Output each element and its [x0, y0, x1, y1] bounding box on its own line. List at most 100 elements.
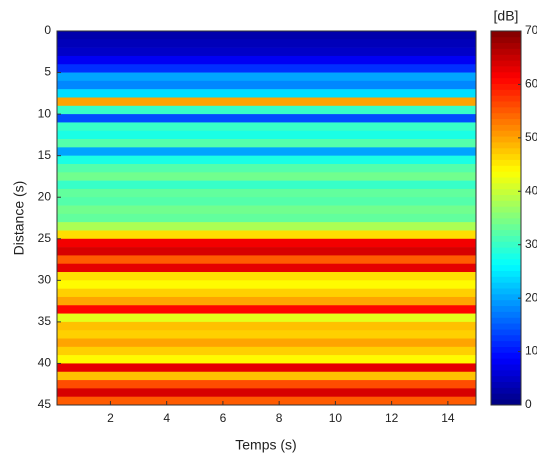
- colorbar-tick-label: 20: [525, 290, 537, 304]
- heatmap-cell: [57, 147, 476, 156]
- y-axis-label: Distance (s): [11, 181, 27, 256]
- colorbar-swatch: [491, 381, 521, 388]
- colorbar-swatch: [491, 48, 521, 55]
- heatmap-cell: [57, 180, 476, 190]
- x-tick-label: 10: [329, 411, 343, 425]
- heatmap-cell: [57, 172, 476, 181]
- heatmap-cell: [57, 380, 476, 389]
- colorbar-label: [dB]: [494, 8, 519, 24]
- colorbar-swatch: [491, 288, 521, 295]
- x-tick-label: 8: [276, 411, 283, 425]
- x-tick-label: 6: [220, 411, 227, 425]
- colorbar-swatch: [491, 270, 521, 277]
- colorbar-swatch: [491, 393, 521, 400]
- heatmap-cell: [57, 188, 476, 198]
- colorbar-swatch: [491, 206, 521, 213]
- colorbar-swatch: [491, 177, 521, 184]
- colorbar-swatch: [491, 106, 521, 114]
- heatmap-cell: [57, 31, 476, 40]
- colorbar-swatch: [491, 241, 521, 248]
- colorbar-swatch: [491, 142, 521, 149]
- heatmap-cell: [57, 139, 476, 148]
- colorbar-swatch: [491, 136, 521, 143]
- y-tick-label: 35: [38, 314, 52, 328]
- heatmap-cell: [57, 122, 476, 132]
- colorbar-swatch: [491, 182, 521, 190]
- colorbar-swatch: [491, 165, 521, 172]
- colorbar-swatch: [491, 223, 521, 231]
- heatmap-cell: [57, 105, 476, 115]
- colorbar-tick-label: 30: [525, 237, 537, 251]
- heatmap-cell: [57, 97, 476, 107]
- colorbar-swatch: [491, 369, 521, 377]
- colorbar-swatch: [491, 258, 521, 266]
- colorbar-swatch: [491, 31, 521, 38]
- heatmap-cell: [57, 396, 476, 406]
- heatmap-cell: [57, 205, 476, 215]
- colorbar-swatch: [491, 112, 521, 120]
- heatmap-cell: [57, 55, 476, 65]
- heatmap-cell: [57, 313, 476, 323]
- heatmap-cell: [57, 39, 476, 48]
- colorbar-swatch: [491, 130, 521, 137]
- x-tick-label: 2: [107, 411, 114, 425]
- x-tick-label: 14: [441, 411, 455, 425]
- colorbar-swatch: [491, 399, 521, 406]
- colorbar-swatch: [491, 171, 521, 178]
- colorbar-tick-label: 50: [525, 130, 537, 144]
- colorbar-swatch: [491, 253, 521, 260]
- colorbar-swatch: [491, 340, 521, 347]
- colorbar-swatch: [491, 159, 521, 166]
- heatmap-cell: [57, 64, 476, 73]
- colorbar-tick-label: 40: [525, 183, 537, 197]
- colorbar-swatch: [491, 188, 521, 196]
- colorbar-swatch: [491, 334, 521, 342]
- colorbar-swatch: [491, 317, 521, 324]
- colorbar-swatch: [491, 264, 521, 271]
- colorbar-swatch: [491, 71, 521, 79]
- colorbar-tick-label: 60: [525, 77, 537, 91]
- y-tick-label: 20: [38, 189, 52, 203]
- heatmap-cell: [57, 371, 476, 381]
- colorbar-swatch: [491, 124, 521, 131]
- colorbar-tick-label: 0: [525, 397, 532, 411]
- y-tick-label: 10: [38, 106, 52, 120]
- colorbar-swatch: [491, 358, 521, 365]
- colorbar-swatch: [491, 42, 521, 49]
- x-tick-label: 12: [385, 411, 399, 425]
- heatmap-cell: [57, 89, 476, 98]
- colorbar-swatch: [491, 282, 521, 289]
- heatmap-cell: [57, 155, 476, 165]
- heatmap-cell: [57, 130, 476, 140]
- colorbar-swatch: [491, 299, 521, 307]
- heatmap-cell: [57, 363, 476, 373]
- colorbar-swatch: [491, 311, 521, 318]
- colorbar-swatch: [491, 375, 521, 383]
- y-tick-label: 5: [44, 65, 51, 79]
- colorbar-swatch: [491, 229, 521, 236]
- heatmap-cell: [57, 72, 476, 82]
- plot-frame: [56, 30, 477, 406]
- colorbar-swatch: [491, 118, 521, 125]
- colorbar-swatch: [491, 66, 521, 73]
- heatmap-cell: [57, 346, 476, 356]
- y-tick-label: 30: [38, 273, 52, 287]
- colorbar-swatch: [491, 212, 521, 219]
- heatmap-cell: [57, 230, 476, 240]
- colorbar-swatch: [491, 194, 521, 201]
- colorbar-tick-label: 70: [525, 23, 537, 37]
- y-tick-label: 25: [38, 231, 52, 245]
- y-tick-label: 45: [38, 397, 52, 411]
- colorbar-swatch: [491, 352, 521, 359]
- heatmap-cell: [57, 388, 476, 397]
- heatmap-cell: [57, 222, 476, 231]
- colorbar-swatch: [491, 153, 521, 160]
- colorbar-swatch: [491, 60, 521, 67]
- colorbar-swatch: [491, 218, 521, 225]
- colorbar-swatch: [491, 101, 521, 108]
- heatmap-cell: [57, 321, 476, 331]
- colorbar-swatch: [491, 346, 521, 353]
- heatmap-cell: [57, 163, 476, 173]
